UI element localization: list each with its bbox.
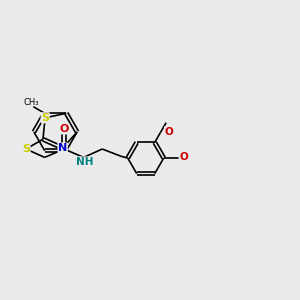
Text: CH₃: CH₃ xyxy=(24,98,39,107)
Text: O: O xyxy=(179,152,188,162)
Text: O: O xyxy=(164,127,173,137)
Text: NH: NH xyxy=(76,157,93,167)
Text: O: O xyxy=(59,124,69,134)
Text: N: N xyxy=(58,143,67,153)
Text: S: S xyxy=(41,113,49,123)
Text: S: S xyxy=(22,144,30,154)
